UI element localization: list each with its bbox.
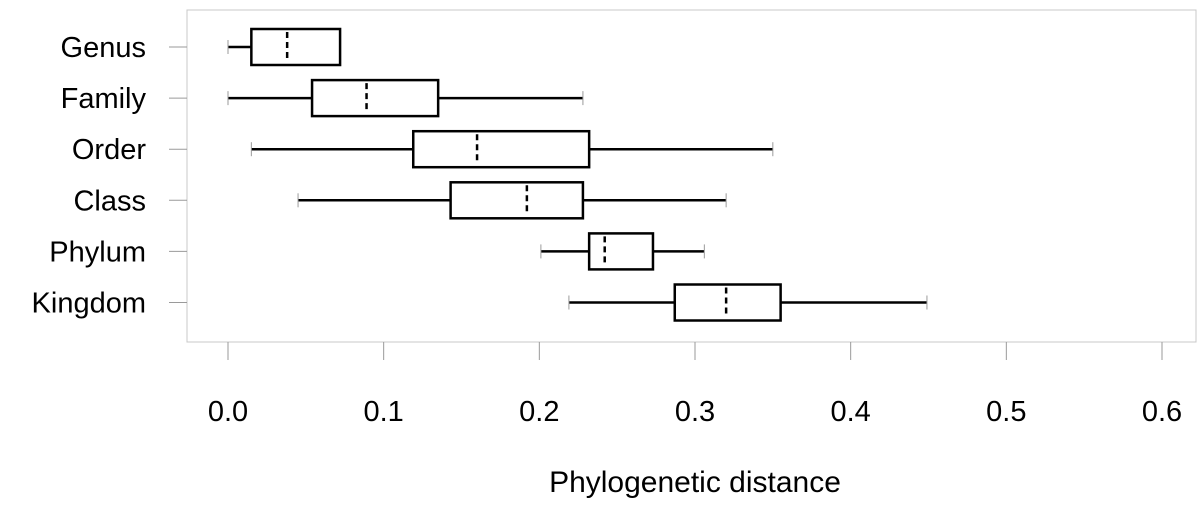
box-iqr xyxy=(411,129,591,169)
x-tick-label: 0.2 xyxy=(519,396,559,428)
plot-frame xyxy=(186,9,1197,343)
x-tick-label: 0.4 xyxy=(831,396,871,428)
x-tick-label: 0.0 xyxy=(208,396,248,428)
box-kingdom xyxy=(568,283,928,322)
y-tick-label: Family xyxy=(61,83,147,115)
box-iqr xyxy=(587,232,655,271)
box-iqr xyxy=(449,181,585,220)
x-axis: 0.0 0.1 0.2 0.3 0.4 0.5 0.6 xyxy=(208,396,1182,428)
box-family xyxy=(227,78,584,118)
x-axis-title: Phylogenetic distance xyxy=(549,466,841,499)
y-tick-label: Order xyxy=(72,134,146,166)
y-tick-label: Genus xyxy=(61,32,146,64)
box-class xyxy=(297,181,727,220)
y-tick-label: Kingdom xyxy=(32,288,146,320)
box-order xyxy=(250,129,774,169)
gridlines xyxy=(227,342,1163,360)
y-tick-label: Phylum xyxy=(49,236,146,268)
box-iqr xyxy=(310,78,440,118)
x-tick-label: 0.6 xyxy=(1142,396,1182,428)
y-tick-label: Class xyxy=(73,185,146,217)
box-iqr xyxy=(250,27,342,67)
box-phylum xyxy=(540,232,705,271)
x-tick-label: 0.1 xyxy=(364,396,404,428)
x-tick-label: 0.3 xyxy=(675,396,715,428)
y-axis: Genus Family Order Class Phylum Kingdom xyxy=(32,32,187,320)
x-tick-label: 0.5 xyxy=(986,396,1026,428)
boxes xyxy=(227,27,928,322)
plot-border xyxy=(186,9,1197,343)
box-genus xyxy=(227,27,342,67)
box-iqr xyxy=(673,283,782,322)
